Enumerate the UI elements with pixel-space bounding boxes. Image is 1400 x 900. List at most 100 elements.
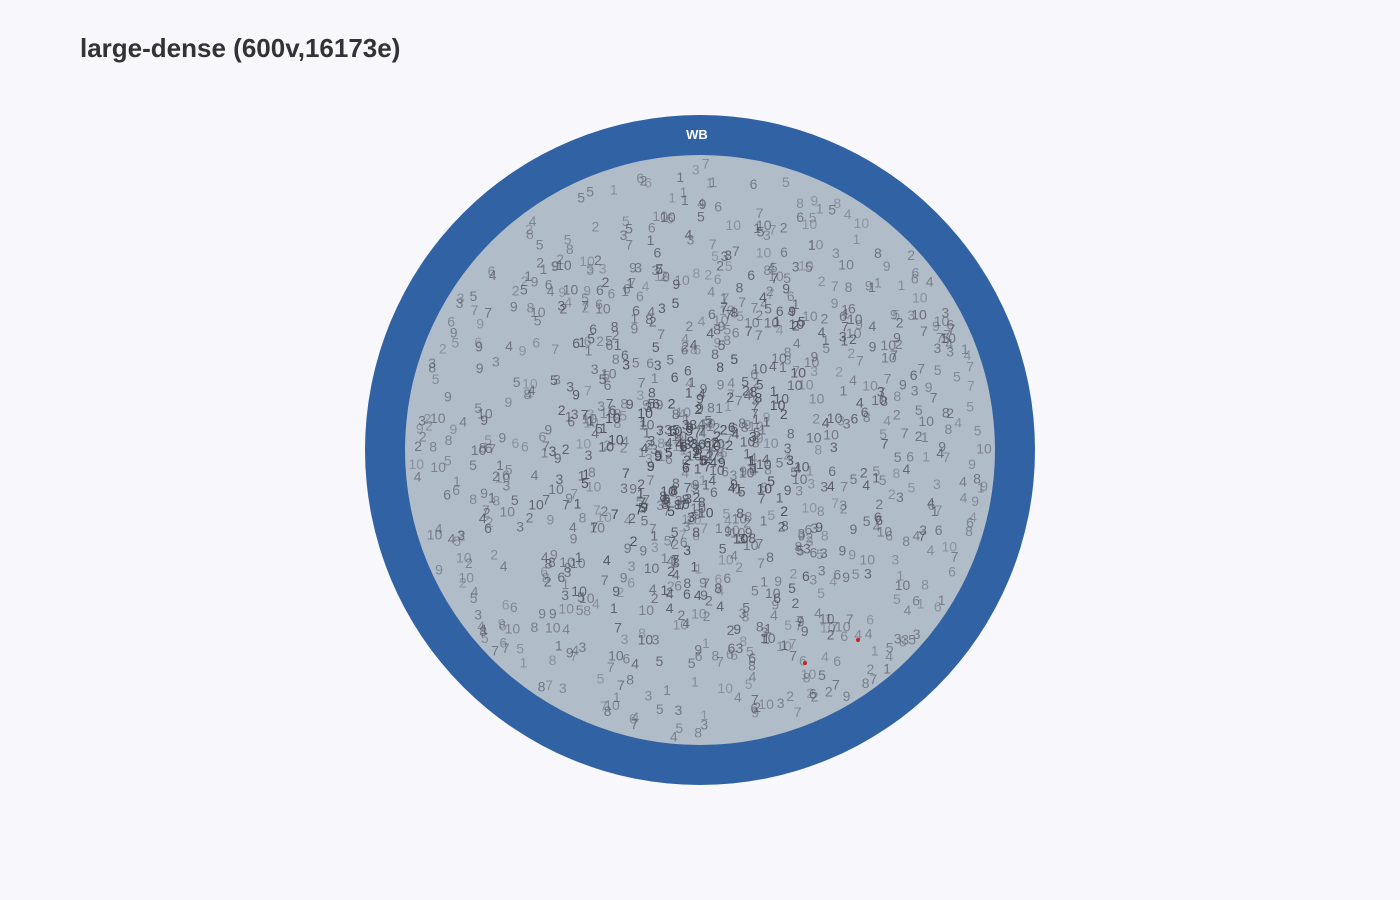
edge-weight-label: 6 xyxy=(693,342,701,358)
edge-weight-label: 4 xyxy=(603,552,611,568)
edge-weight-label: 1 xyxy=(565,408,573,424)
edge-weight-label: 4 xyxy=(865,626,873,642)
edge-weight-label: 6 xyxy=(885,528,893,544)
edge-weight-label: 10 xyxy=(608,648,624,664)
edge-weight-label: 7 xyxy=(611,506,619,522)
edge-weight-label: 5 xyxy=(656,653,664,669)
edge-weight-label: 3 xyxy=(832,245,840,261)
edge-weight-label: 8 xyxy=(874,245,882,261)
edge-weight-label: 2 xyxy=(711,434,719,450)
edge-weight-label: 7 xyxy=(551,341,559,357)
edge-weight-label: 4 xyxy=(624,512,632,528)
edge-weight-label: 10 xyxy=(672,428,688,444)
edge-weight-label: 2 xyxy=(483,504,491,520)
edge-weight-label: 7 xyxy=(756,536,764,552)
edge-weight-label: 8 xyxy=(672,406,680,422)
edge-weight-label: 5 xyxy=(767,507,775,523)
edge-weight-label: 5 xyxy=(817,585,825,601)
edge-weight-label: 6 xyxy=(606,337,614,353)
edge-weight-label: 2 xyxy=(651,590,659,606)
edge-weight-label: 4 xyxy=(869,318,877,334)
edge-weight-label: 3 xyxy=(934,340,942,356)
edge-weight-label: 8 xyxy=(657,435,665,451)
edge-weight-label: 2 xyxy=(896,315,904,331)
edge-weight-label: 6 xyxy=(731,421,739,437)
edge-weight-label: 4 xyxy=(528,382,536,398)
edge-weight-label: 2 xyxy=(780,503,788,519)
edge-weight-label: 10 xyxy=(709,436,725,452)
edge-weight-label: 7 xyxy=(562,496,570,512)
edge-weight-label: 5 xyxy=(520,282,528,298)
edge-weight-label: 2 xyxy=(743,514,751,530)
edge-weight-label: 5 xyxy=(753,424,761,440)
edge-weight-label: 1 xyxy=(480,621,488,637)
edge-weight-label: 3 xyxy=(749,428,757,444)
edge-weight-label: 10 xyxy=(934,313,950,329)
edge-weight-label: 1 xyxy=(760,573,768,589)
edge-weight-label: 8 xyxy=(739,633,747,649)
edge-weight-label: 3 xyxy=(763,227,771,243)
edge-weight-label: 5 xyxy=(577,190,585,206)
edge-weight-label: 10 xyxy=(819,611,835,627)
edge-weight-label: 7 xyxy=(679,527,687,543)
edge-weight-label: 8 xyxy=(693,265,701,281)
edge-weight-label: 3 xyxy=(820,545,828,561)
edge-weight-label: 10 xyxy=(859,552,875,568)
edge-weight-label: 6 xyxy=(604,377,612,393)
edge-weight-label: 1 xyxy=(702,635,710,651)
edge-weight-label: 7 xyxy=(722,290,730,306)
edge-weight-label: 5 xyxy=(718,337,726,353)
edge-weight-label: 5 xyxy=(597,671,605,687)
edge-weight-label: 7 xyxy=(856,353,864,369)
edge-weight-label: 2 xyxy=(675,433,683,449)
edge-weight-label: 4 xyxy=(822,415,830,431)
edge-weight-label: 8 xyxy=(707,400,715,416)
edge-weight-label: 8 xyxy=(662,269,670,285)
edge-weight-label: 2 xyxy=(512,283,520,299)
edge-weight-label: 10 xyxy=(757,481,773,497)
edge-weight-label: 3 xyxy=(687,509,695,525)
edge-weight-label: 3 xyxy=(559,680,567,696)
edge-weight-label: 7 xyxy=(840,479,848,495)
edge-weight-label: 8 xyxy=(648,384,656,400)
edge-weight-label: 10 xyxy=(409,456,425,472)
edge-weight-label: 3 xyxy=(628,558,636,574)
edge-weight-label: 5 xyxy=(822,340,830,356)
edge-weight-label: 9 xyxy=(774,573,782,589)
edge-weight-label: 10 xyxy=(690,500,706,516)
edge-weight-label: 1 xyxy=(488,490,496,506)
edge-weight-label: 7 xyxy=(703,459,711,475)
edge-weight-label: 1 xyxy=(896,568,904,584)
edge-weight-label: 7 xyxy=(628,275,636,291)
edge-weight-label: 10 xyxy=(718,552,734,568)
edge-weight-label: 2 xyxy=(727,622,735,638)
edge-weight-label: 9 xyxy=(531,273,539,289)
edge-weight-label: 9 xyxy=(629,481,637,497)
edge-weight-label: 10 xyxy=(671,428,687,444)
edge-weight-label: 3 xyxy=(700,717,708,733)
edge-weight-label: 7 xyxy=(693,424,701,440)
edge-weight-label: 8 xyxy=(741,419,749,435)
edge-weight-label: 7 xyxy=(831,278,839,294)
edge-weight-label: 10 xyxy=(748,418,764,434)
edge-weight-label: 5 xyxy=(654,447,662,463)
edge-weight-label: 10 xyxy=(756,217,772,233)
edge-weight-label: 10 xyxy=(880,337,896,353)
edge-weight-label: 5 xyxy=(723,321,731,337)
edge-weight-label: 8 xyxy=(880,393,888,409)
edge-weight-label: 6 xyxy=(704,435,712,451)
edge-weight-label: 4 xyxy=(448,531,456,547)
edge-weight-label: 7 xyxy=(606,396,614,412)
edge-weight-label: 1 xyxy=(643,425,651,441)
edge-weight-label: 1 xyxy=(540,261,548,277)
edge-weight-label: 9 xyxy=(690,479,698,495)
edge-weight-label: 8 xyxy=(921,577,929,593)
edge-weight-label: 1 xyxy=(621,283,629,299)
edge-weight-label: 1 xyxy=(759,422,767,438)
edge-weight-label: 4 xyxy=(564,294,572,310)
edge-weight-label: 5 xyxy=(776,455,784,471)
edge-weight-label: 3 xyxy=(806,533,814,549)
edge-weight-label: 1 xyxy=(770,383,778,399)
edge-weight-label: 10 xyxy=(912,289,928,305)
